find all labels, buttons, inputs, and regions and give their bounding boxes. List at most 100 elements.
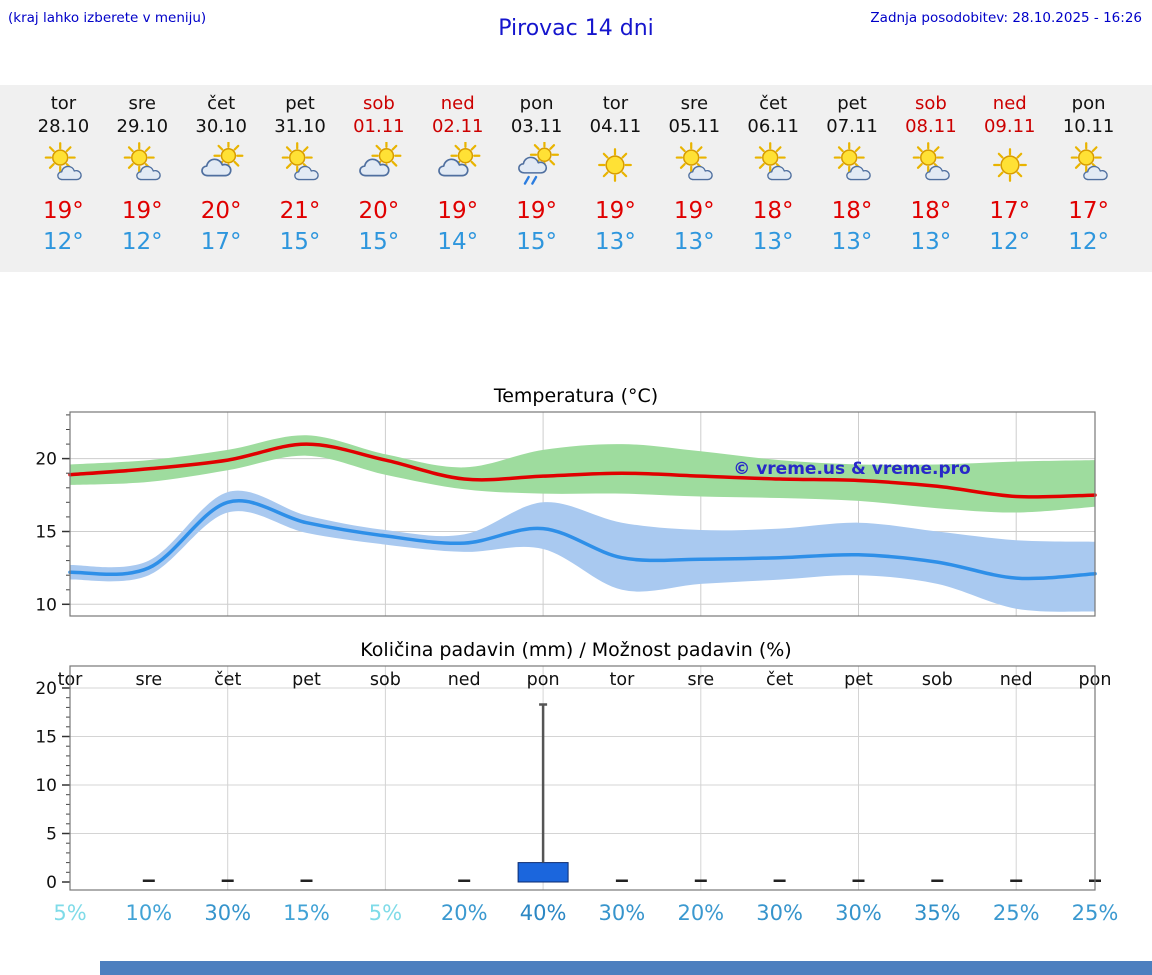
day-low-temp: 15° bbox=[516, 229, 557, 255]
precip-probability: 35% bbox=[914, 901, 961, 925]
footer-bar bbox=[100, 961, 1152, 975]
precip-probability: 5% bbox=[369, 901, 402, 925]
partly-sunny-icon bbox=[24, 142, 103, 194]
precipitation-chart: tor sre čet pet sob ned pon tor sre čet pet sob ned p… bbox=[35, 665, 1118, 925]
precip-probability: 30% bbox=[756, 901, 803, 925]
day-column-31.10: pet 31.10 21° 15° bbox=[261, 93, 340, 272]
day-column-05.11: sre 05.11 19° 13° bbox=[655, 93, 734, 272]
svg-text:tor: tor bbox=[610, 670, 636, 690]
day-high-temp: 19° bbox=[121, 198, 163, 224]
day-column-10.11: pon 10.11 17° 12° bbox=[1049, 93, 1128, 272]
precip-probability: 10% bbox=[125, 901, 172, 925]
day-column-28.10: tor 28.10 19° 12° bbox=[24, 93, 103, 272]
precip-trace-mark bbox=[221, 879, 234, 882]
max-temp-line bbox=[68, 442, 1097, 499]
svg-text:0: 0 bbox=[46, 873, 57, 893]
svg-text:10: 10 bbox=[35, 776, 57, 796]
day-date: 09.11 bbox=[983, 116, 1036, 137]
vreme-watermark: © vreme.us & vreme.pro bbox=[733, 459, 970, 479]
precip-trace-mark bbox=[773, 879, 786, 882]
precip-probability: 20% bbox=[677, 901, 724, 925]
svg-text:ned: ned bbox=[1000, 670, 1033, 690]
mostly-cloudy-sun-icon bbox=[339, 142, 418, 194]
precip-probability: 30% bbox=[835, 901, 882, 925]
day-name: sob bbox=[362, 93, 395, 114]
svg-text:sob: sob bbox=[370, 670, 401, 690]
day-high-temp: 17° bbox=[989, 198, 1031, 224]
precip-probability: 30% bbox=[204, 901, 251, 925]
svg-text:pet: pet bbox=[292, 670, 321, 690]
temperature-chart: 10 15 20 © vreme.us & vreme.pro bbox=[35, 411, 1097, 617]
precipitation-chart-section: Količina padavin (mm) / Možnost padavin … bbox=[0, 638, 1152, 932]
day-low-temp: 14° bbox=[437, 229, 479, 255]
partly-sunny-icon bbox=[261, 142, 340, 194]
day-name: sob bbox=[914, 93, 947, 114]
day-date: 07.11 bbox=[826, 116, 878, 137]
svg-text:sre: sre bbox=[687, 670, 714, 690]
day-high-temp: 19° bbox=[516, 198, 557, 224]
precip-y-axis: 0 5 10 15 20 bbox=[35, 679, 70, 893]
sun-cloud-rain-icon bbox=[497, 142, 576, 194]
day-high-temp: 17° bbox=[1068, 198, 1109, 224]
day-low-temp: 15° bbox=[279, 229, 321, 255]
svg-text:pon: pon bbox=[527, 670, 560, 690]
precip-probability: 25% bbox=[993, 901, 1040, 925]
day-column-06.11: čet 06.11 18° 13° bbox=[734, 93, 813, 272]
min-temp-range-band bbox=[70, 490, 1095, 612]
precip-probability: 30% bbox=[599, 901, 646, 925]
svg-text:sre: sre bbox=[135, 670, 162, 690]
partly-sunny-icon bbox=[813, 142, 892, 194]
day-name: pet bbox=[285, 93, 315, 114]
day-name: pet bbox=[837, 93, 867, 114]
day-column-07.11: pet 07.11 18° 13° bbox=[813, 93, 892, 272]
day-high-temp: 18° bbox=[831, 198, 873, 224]
precip-grid bbox=[70, 666, 1095, 890]
day-column-01.11: sob 01.11 20° 15° bbox=[339, 93, 418, 272]
precip-probabilities: 5% 10% 30% 15% 5% 20% 40% 30% 20% 30% 30% 35% 25% 25% bbox=[53, 901, 1118, 925]
precip-trace-mark bbox=[1010, 879, 1023, 882]
day-high-temp: 21° bbox=[279, 198, 321, 224]
precip-day-labels: tor sre čet pet sob ned pon tor sre čet pet sob ned p… bbox=[58, 670, 1112, 690]
svg-text:15: 15 bbox=[35, 728, 57, 748]
precip-trace-mark bbox=[300, 879, 313, 882]
svg-text:20: 20 bbox=[35, 679, 57, 699]
day-date: 10.11 bbox=[1062, 116, 1115, 137]
day-date: 04.11 bbox=[589, 116, 642, 137]
partly-sunny-icon bbox=[891, 142, 970, 194]
day-low-temp: 13° bbox=[595, 229, 636, 255]
temp-y-axis: 10 15 20 bbox=[35, 414, 70, 615]
svg-text:sob: sob bbox=[922, 670, 953, 690]
day-date: 31.10 bbox=[274, 116, 326, 137]
day-column-09.11: ned 09.11 17° 12° bbox=[970, 93, 1049, 272]
precip-probability: 40% bbox=[520, 901, 567, 925]
svg-text:5: 5 bbox=[46, 825, 57, 845]
svg-text:ned: ned bbox=[448, 670, 481, 690]
day-low-temp: 12° bbox=[121, 229, 163, 255]
precip-trace-mark bbox=[142, 879, 155, 882]
day-high-temp: 18° bbox=[752, 198, 794, 224]
day-name: pon bbox=[519, 93, 554, 114]
day-name: čet bbox=[207, 93, 236, 114]
day-column-02.11: ned 02.11 19° 14° bbox=[418, 93, 497, 272]
temperature-chart-section: Temperatura (°C) 10 15 20 © vreme.us & vrem… bbox=[0, 384, 1152, 622]
page-header: (kraj lahko izberete v meniju) Pirovac 1… bbox=[0, 0, 1152, 85]
min-temp-line bbox=[68, 499, 1097, 581]
day-date: 30.10 bbox=[195, 116, 247, 137]
day-low-temp: 13° bbox=[752, 229, 794, 255]
day-low-temp: 12° bbox=[989, 229, 1031, 255]
partly-sunny-icon bbox=[103, 142, 182, 194]
svg-text:10: 10 bbox=[35, 595, 57, 615]
svg-text:pet: pet bbox=[844, 670, 873, 690]
day-high-temp: 19° bbox=[43, 198, 84, 224]
precip-trace-mark bbox=[694, 879, 707, 882]
day-date: 03.11 bbox=[510, 116, 563, 137]
day-low-temp: 13° bbox=[910, 229, 952, 255]
day-high-temp: 19° bbox=[595, 198, 636, 224]
precip-bars bbox=[142, 703, 1101, 883]
precip-probability: 20% bbox=[441, 901, 488, 925]
precip-trace-mark bbox=[458, 879, 471, 882]
day-date: 05.11 bbox=[668, 116, 721, 137]
day-column-29.10: sre 29.10 19° 12° bbox=[103, 93, 182, 272]
precipitation-chart-title: Količina padavin (mm) / Možnost padavin … bbox=[360, 639, 792, 661]
